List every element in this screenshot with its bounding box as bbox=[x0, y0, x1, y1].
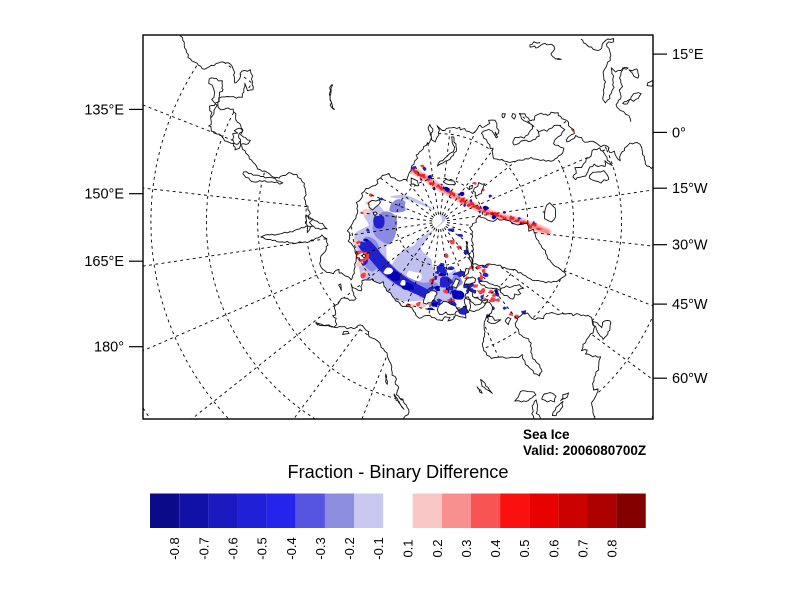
svg-text:30°W: 30°W bbox=[672, 238, 708, 254]
svg-text:0.4: 0.4 bbox=[488, 539, 503, 557]
svg-text:-0.5: -0.5 bbox=[255, 537, 270, 559]
svg-text:-0.2: -0.2 bbox=[342, 537, 357, 559]
svg-text:-0.4: -0.4 bbox=[284, 537, 299, 559]
svg-text:180°: 180° bbox=[94, 340, 124, 356]
svg-text:0.6: 0.6 bbox=[546, 539, 561, 557]
svg-text:0.1: 0.1 bbox=[401, 539, 416, 557]
svg-text:-0.3: -0.3 bbox=[313, 537, 328, 559]
svg-text:-0.8: -0.8 bbox=[167, 537, 182, 559]
svg-text:-0.6: -0.6 bbox=[225, 537, 240, 559]
svg-text:0.2: 0.2 bbox=[430, 539, 445, 557]
svg-text:150°E: 150°E bbox=[84, 187, 124, 203]
svg-text:45°W: 45°W bbox=[672, 297, 708, 313]
svg-text:-0.7: -0.7 bbox=[196, 537, 211, 559]
svg-text:165°E: 165°E bbox=[84, 254, 124, 270]
svg-text:0.7: 0.7 bbox=[576, 539, 591, 557]
svg-text:135°E: 135°E bbox=[84, 102, 124, 118]
svg-text:15°W: 15°W bbox=[672, 181, 708, 197]
svg-text:-0.1: -0.1 bbox=[371, 537, 386, 559]
svg-text:Fraction - Binary Difference: Fraction - Binary Difference bbox=[287, 462, 508, 482]
svg-text:0.3: 0.3 bbox=[459, 539, 474, 557]
svg-text:0°: 0° bbox=[672, 125, 686, 141]
svg-text:15°E: 15°E bbox=[672, 47, 704, 63]
svg-text:0.5: 0.5 bbox=[517, 539, 532, 557]
svg-text:60°W: 60°W bbox=[672, 371, 708, 387]
svg-text:0.8: 0.8 bbox=[605, 539, 620, 557]
svg-text:Sea Ice: Sea Ice bbox=[523, 427, 570, 442]
svg-text:Valid: 2006080700Z: Valid: 2006080700Z bbox=[523, 443, 646, 458]
